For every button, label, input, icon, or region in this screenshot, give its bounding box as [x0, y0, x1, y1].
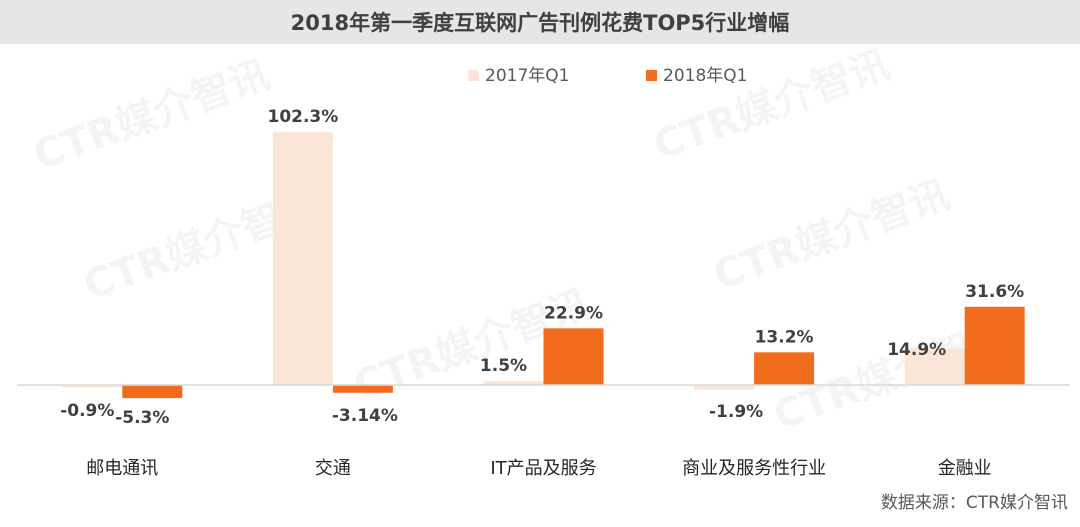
watermark-text: CTR媒介智讯 — [708, 172, 956, 300]
legend-label-1: 2018年Q1 — [663, 66, 747, 86]
bars-group — [62, 131, 1025, 399]
bar-2018q1-4 — [964, 306, 1025, 385]
source-note: 数据来源：CTR媒介智讯 — [880, 493, 1068, 513]
value-label-2017q1-3: -1.9% — [709, 402, 763, 422]
watermark-text: CTR媒介智讯 — [648, 42, 896, 170]
value-label-2017q1-1: 102.3% — [267, 107, 338, 127]
bar-2018q1-3 — [754, 352, 815, 385]
category-label-4: 金融业 — [938, 458, 992, 479]
legend-label-0: 2017年Q1 — [485, 66, 569, 86]
bar-2017q1-1 — [272, 131, 333, 385]
bar-2017q1-4 — [904, 348, 965, 385]
category-label-2: IT产品及服务 — [490, 458, 596, 479]
category-label-3: 商业及服务性行业 — [682, 458, 826, 479]
chart-title: 2018年第一季度互联网广告刊例花费TOP5行业增幅 — [290, 11, 790, 35]
watermark-text: CTR媒介智讯 — [28, 52, 276, 180]
value-label-2018q1-4: 31.6% — [965, 282, 1024, 302]
value-label-2018q1-0: -5.3% — [115, 408, 169, 428]
legend: 2017年Q1 2018年Q1 — [468, 66, 747, 86]
value-label-2018q1-2: 22.9% — [544, 303, 603, 323]
legend-swatch-1 — [646, 70, 657, 81]
bar-2018q1-1 — [332, 385, 393, 393]
bar-2017q1-2 — [483, 381, 544, 385]
value-label-2018q1-1: -3.14% — [332, 406, 398, 426]
value-label-2017q1-4: 14.9% — [887, 340, 946, 360]
value-label-2017q1-2: 1.5% — [480, 356, 527, 376]
legend-swatch-0 — [468, 70, 479, 81]
bar-2018q1-0 — [122, 385, 183, 399]
value-labels-group: -0.9% -5.3% 102.3% -3.14% 1.5% 22.9% -1.9% 13.2… — [60, 107, 1024, 428]
bar-2017q1-0 — [62, 385, 123, 388]
value-label-2017q1-0: -0.9% — [60, 401, 114, 421]
bar-2018q1-2 — [543, 328, 604, 385]
value-label-2018q1-3: 13.2% — [755, 327, 814, 347]
category-label-0: 邮电通讯 — [86, 458, 158, 479]
bar-2017q1-3 — [694, 385, 755, 390]
title-bar: 2018年第一季度互联网广告刊例花费TOP5行业增幅 — [0, 0, 1080, 44]
category-labels-group: 邮电通讯 交通 IT产品及服务 商业及服务性行业 金融业 — [86, 458, 991, 479]
category-label-1: 交通 — [315, 458, 351, 479]
